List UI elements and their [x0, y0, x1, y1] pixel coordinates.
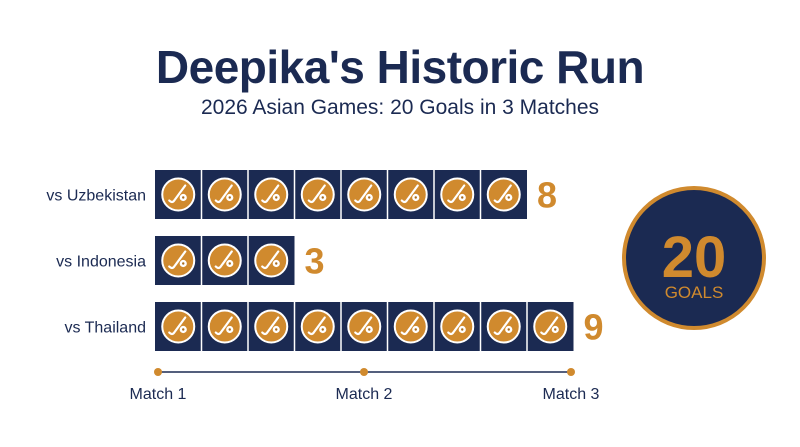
category-label: vs Indonesia [56, 254, 146, 271]
hockey-ball-stick-icon [479, 170, 521, 219]
hockey-ball-stick-icon [386, 170, 428, 219]
total-goals-label: GOALS [665, 283, 724, 302]
value-label: 9 [584, 307, 604, 348]
hockey-ball-stick-icon [293, 302, 335, 351]
bar-row: vs Uzbekistan 8 [46, 170, 557, 219]
hockey-ball-stick-icon [479, 302, 521, 351]
total-badge-circle [622, 186, 766, 330]
hockey-ball-stick-icon [200, 170, 242, 219]
match-timeline: Match 1 Match 2 Match 3 [130, 368, 600, 403]
bar-row: vs Indonesia 3 [56, 236, 325, 285]
hockey-ball-stick-icon [433, 170, 475, 219]
hockey-ball-stick-icon [340, 170, 382, 219]
timeline-label: Match 1 [130, 386, 187, 403]
hockey-ball-stick-icon [247, 302, 289, 351]
value-label: 3 [305, 241, 325, 282]
total-goals-value: 20 [662, 225, 727, 290]
hockey-ball-stick-icon [526, 302, 568, 351]
timeline-dot [360, 368, 368, 376]
total-goals-badge: 20 GOALS [622, 186, 766, 330]
timeline-dot [154, 368, 162, 376]
chart-title: Deepika's Historic Run [155, 41, 645, 93]
hockey-ball-stick-icon [200, 236, 242, 285]
hockey-ball-stick-icon [386, 302, 428, 351]
hockey-ball-stick-icon [340, 302, 382, 351]
chart-subtitle: 2026 Asian Games: 20 Goals in 3 Matches [200, 96, 600, 119]
timeline-label: Match 2 [336, 386, 393, 403]
hockey-ball-stick-icon [247, 236, 289, 285]
hockey-ball-stick-icon [200, 302, 242, 351]
hockey-ball-stick-icon [433, 302, 475, 351]
hockey-ball-stick-icon [161, 243, 196, 278]
hockey-ball-stick-icon [161, 177, 196, 212]
timeline-label: Match 3 [543, 386, 600, 403]
hockey-ball-stick-icon [161, 309, 196, 344]
hockey-ball-stick-icon [247, 170, 289, 219]
category-label: vs Thailand [64, 320, 146, 337]
timeline-dot [567, 368, 575, 376]
category-label: vs Uzbekistan [46, 188, 146, 205]
hockey-ball-stick-icon [293, 170, 335, 219]
value-label: 8 [537, 175, 557, 216]
bar-row: vs Thailand 9 [64, 302, 604, 351]
bar-rows: vs Uzbekistan 8 vs Indonesia 3 vs Thailand 9 [46, 170, 604, 351]
